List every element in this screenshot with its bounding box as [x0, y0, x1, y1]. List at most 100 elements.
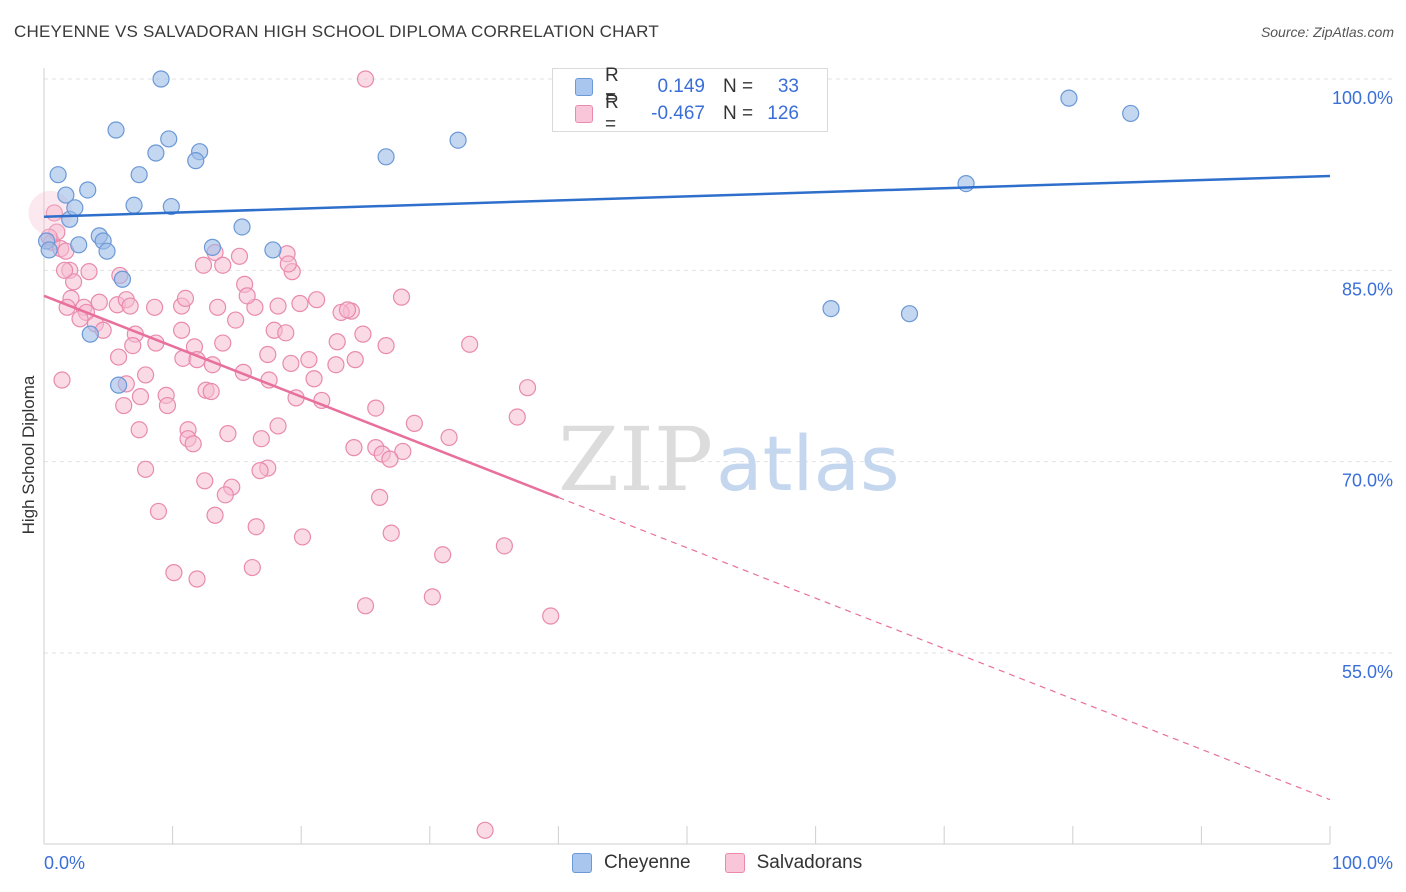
- salvadoran-point: [495, 537, 513, 555]
- salvadoran-point: [392, 288, 411, 306]
- salvadoran-point: [158, 396, 177, 415]
- watermark-zip: ZIP: [558, 408, 713, 511]
- legend-item-cheyenne[interactable]: Cheyenne: [572, 852, 691, 874]
- salvadoran-point: [259, 345, 277, 364]
- salvadoran-point: [227, 311, 245, 329]
- cheyenne-point: [377, 148, 395, 166]
- x-tick-label: 0.0%: [44, 853, 85, 873]
- cheyenne-point: [66, 199, 84, 217]
- cheyenne-swatch: [572, 853, 592, 873]
- salvadoran-trend-extension: [558, 496, 1331, 801]
- cheyenne-point: [1060, 89, 1078, 107]
- legend-label-salvadorans: Salvadorans: [756, 852, 863, 873]
- trend-lines: [43, 174, 1331, 801]
- salvadoran-point: [394, 442, 412, 461]
- salvadoran-point: [293, 528, 312, 546]
- salvadoran-point: [518, 379, 537, 397]
- cheyenne-point: [822, 300, 840, 318]
- salvadoran-point: [252, 430, 270, 448]
- salvadoran-swatch: [575, 105, 593, 123]
- series-legend: Cheyenne Salvadorans: [572, 852, 896, 874]
- axes: [43, 68, 1331, 845]
- salvadoran-point: [356, 70, 375, 88]
- salvadoran-point: [354, 325, 372, 343]
- cheyenne-trend-line: [43, 174, 1331, 219]
- salvadoran-points: [28, 70, 560, 839]
- salvadoran-point: [405, 414, 423, 432]
- salvadoran-point: [130, 421, 148, 439]
- y-tick-label: 70.0%: [1342, 471, 1393, 491]
- salvadoran-point: [149, 502, 168, 521]
- salvadoran-point: [377, 336, 395, 355]
- n-value: 33: [777, 76, 799, 97]
- salvadoran-point: [328, 333, 346, 351]
- salvadoran-point: [216, 486, 234, 504]
- salvadoran-point: [219, 425, 237, 443]
- cheyenne-swatch: [575, 78, 593, 96]
- salvadoran-point: [55, 261, 74, 279]
- salvadoran-point: [367, 399, 385, 417]
- y-tick-label: 100.0%: [1332, 88, 1393, 108]
- salvadoran-point: [209, 298, 227, 316]
- salvadoran-point: [64, 273, 83, 291]
- cheyenne-point: [125, 196, 143, 214]
- salvadoran-point: [243, 558, 261, 577]
- r-label: R =: [605, 65, 619, 108]
- salvadoran-point: [165, 564, 183, 582]
- salvadoran-point: [269, 417, 287, 435]
- salvadoran-swatch: [724, 853, 745, 873]
- salvadoran-point: [423, 588, 441, 606]
- salvadoran-point: [214, 334, 232, 352]
- cheyenne-point: [147, 144, 165, 162]
- salvadoran-point: [109, 348, 128, 366]
- cheyenne-point: [81, 325, 99, 343]
- legend-label-cheyenne: Cheyenne: [604, 852, 691, 873]
- cheyenne-point: [187, 152, 205, 170]
- legend-item-salvadorans[interactable]: Salvadorans: [724, 852, 863, 874]
- cheyenne-point: [162, 197, 180, 216]
- x-tick-label: 100.0%: [1332, 853, 1393, 873]
- salvadoran-point: [206, 506, 224, 524]
- cheyenne-point: [113, 270, 132, 288]
- salvadoran-point: [230, 247, 249, 265]
- chart-title: CHEYENNE VS SALVADORAN HIGH SCHOOL DIPLO…: [14, 22, 659, 41]
- r-value: 0.149: [657, 76, 705, 97]
- cheyenne-point: [233, 218, 251, 236]
- cheyenne-point: [49, 166, 67, 184]
- cheyenne-point: [79, 181, 97, 199]
- salvadoran-point: [382, 524, 400, 542]
- watermark-atlas: atlas: [716, 419, 900, 508]
- cheyenne-point: [109, 376, 128, 394]
- salvadoran-point: [145, 298, 164, 316]
- salvadoran-point: [308, 291, 326, 309]
- n-label: N =: [723, 76, 754, 97]
- cheyenne-point: [107, 121, 125, 139]
- cheyenne-point: [98, 242, 116, 260]
- salvadoran-point: [131, 388, 150, 406]
- cheyenne-points: [37, 70, 1140, 394]
- cheyenne-point: [1122, 104, 1140, 123]
- cheyenne-point: [130, 166, 148, 184]
- salvadoran-point: [247, 518, 265, 536]
- salvadoran-point: [53, 371, 71, 389]
- salvadoran-point: [434, 546, 452, 564]
- salvadoran-point: [291, 294, 309, 313]
- legend-row-cheyenne: R = 0.149 N = 33: [575, 65, 799, 108]
- salvadoran-point: [371, 488, 389, 506]
- salvadoran-point: [277, 324, 295, 342]
- correlation-legend: R = 0.149 N = 33 R = -0.467 N = 126: [552, 65, 828, 135]
- salvadoran-point: [80, 263, 98, 281]
- salvadoran-point: [542, 607, 560, 625]
- salvadoran-point: [508, 408, 526, 426]
- salvadoran-point: [440, 428, 458, 447]
- salvadoran-point: [184, 435, 202, 453]
- salvadoran-point: [196, 472, 214, 490]
- y-tick-label: 55.0%: [1342, 662, 1393, 682]
- legend-row-salvadorans: R = -0.467 N = 126: [575, 92, 799, 135]
- source-label: Source: ZipAtlas.com: [1260, 24, 1394, 40]
- salvadoran-point: [121, 297, 139, 315]
- y-tick-label: 85.0%: [1342, 279, 1393, 299]
- salvadoran-trend-line: [43, 294, 559, 499]
- salvadoran-point: [269, 297, 287, 315]
- salvadoran-point: [461, 335, 479, 353]
